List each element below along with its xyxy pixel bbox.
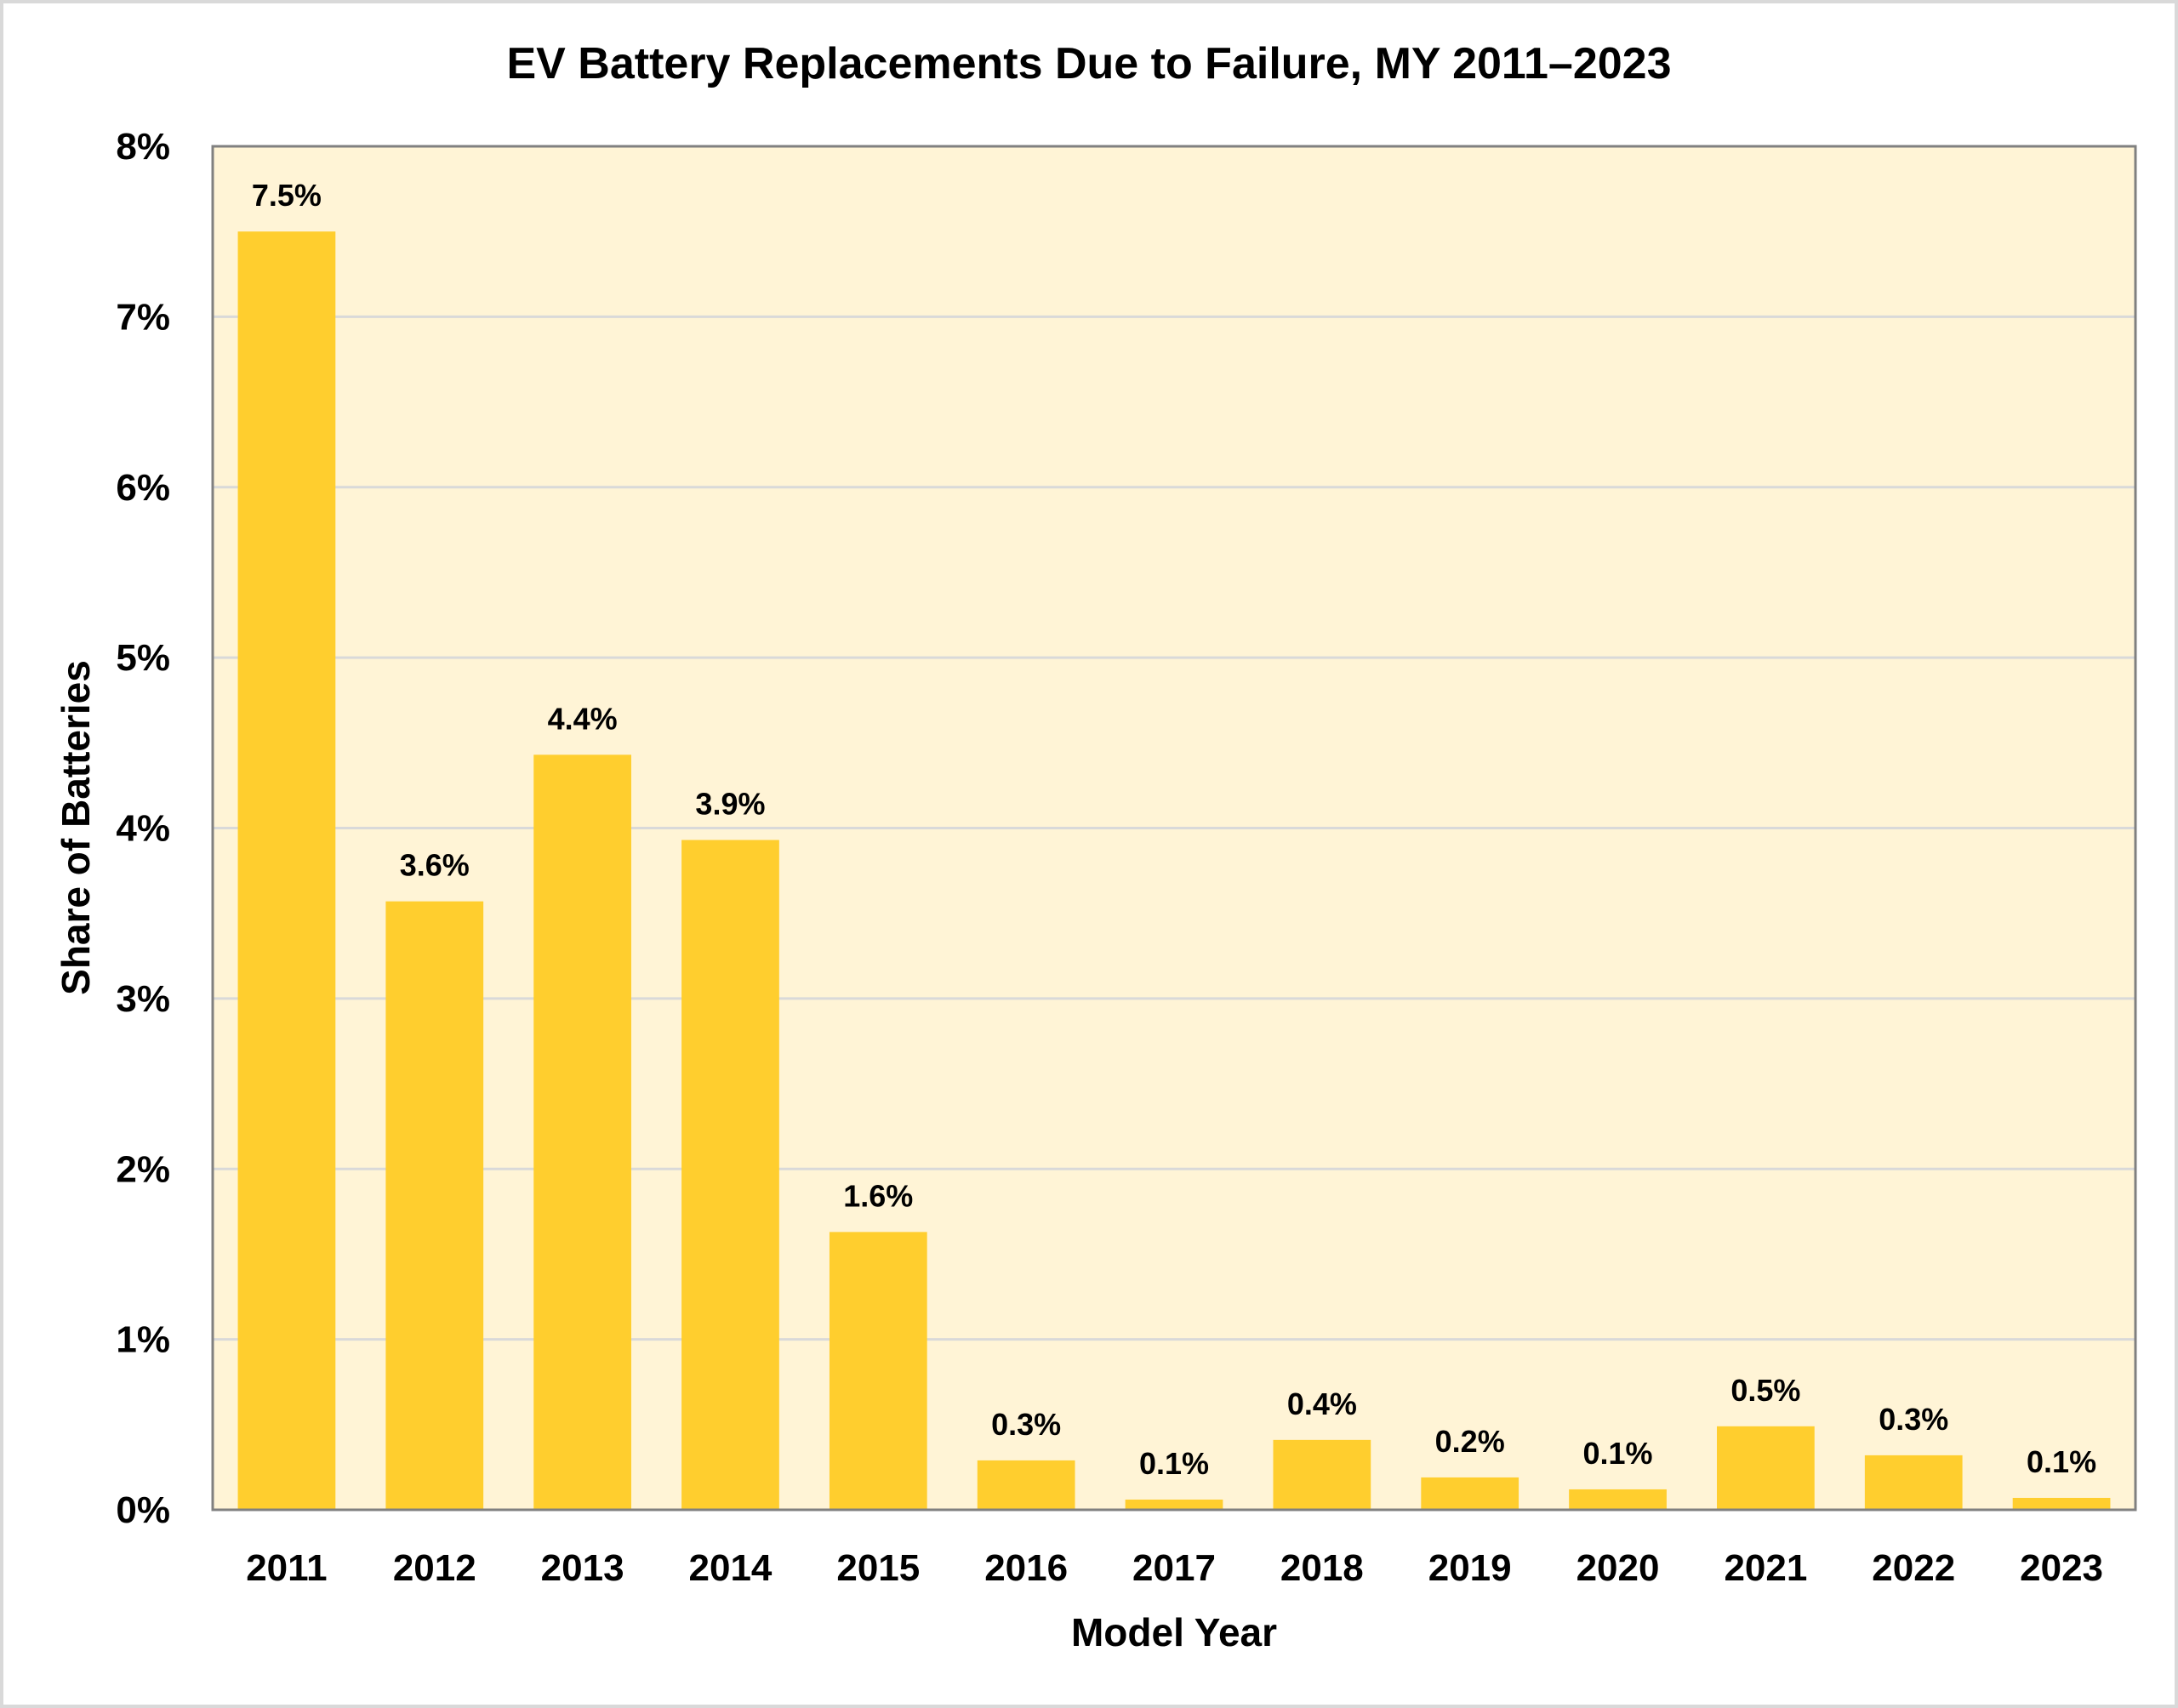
x-tick-label: 2017: [1132, 1547, 1216, 1589]
y-tick-label: 7%: [116, 296, 170, 338]
x-tick-label: 2021: [1724, 1547, 1807, 1589]
bar-2014: [681, 840, 779, 1510]
data-label: 3.9%: [695, 787, 765, 822]
bar-2012: [385, 901, 484, 1510]
y-tick-label: 3%: [116, 978, 170, 1020]
data-label: 0.4%: [1287, 1386, 1357, 1421]
bar-2015: [829, 1232, 927, 1510]
y-tick-label: 5%: [116, 637, 170, 679]
y-tick-label: 8%: [116, 126, 170, 168]
data-label: 0.5%: [1730, 1373, 1800, 1408]
y-tick-label: 1%: [116, 1319, 170, 1361]
data-label: 0.2%: [1435, 1424, 1505, 1459]
x-tick-label: 2011: [246, 1547, 327, 1589]
x-tick-label: 2020: [1576, 1547, 1660, 1589]
x-tick-label: 2019: [1428, 1547, 1512, 1589]
plot-border: [211, 145, 2137, 1512]
data-label: 0.1%: [2027, 1444, 2096, 1479]
bar-2019: [1421, 1477, 1519, 1510]
x-axis-label: Model Year: [1071, 1610, 1277, 1654]
x-tick-label: 2022: [1872, 1547, 1955, 1589]
y-tick-label: 6%: [116, 467, 170, 509]
x-tick-label: 2015: [836, 1547, 920, 1589]
bar-2013: [533, 754, 631, 1510]
y-tick-label: 0%: [116, 1489, 170, 1531]
data-label: 7.5%: [252, 178, 322, 213]
y-tick-label: 2%: [116, 1148, 170, 1190]
bar-2021: [1717, 1426, 1815, 1510]
y-axis-label: Share of Batteries: [54, 660, 98, 995]
bar-2022: [1864, 1455, 1963, 1510]
x-tick-label: 2014: [689, 1547, 773, 1589]
bar-2011: [237, 231, 336, 1510]
x-tick-label: 2016: [984, 1547, 1068, 1589]
y-tick-label: 4%: [116, 808, 170, 850]
data-label: 1.6%: [843, 1178, 913, 1213]
x-tick-label: 2023: [2020, 1547, 2103, 1589]
data-label: 0.1%: [1583, 1436, 1653, 1471]
data-label: 3.6%: [400, 848, 470, 883]
bar-2023: [2012, 1497, 2111, 1510]
chart-title: EV Battery Replacements Due to Failure, …: [506, 39, 1671, 88]
x-tick-label: 2012: [393, 1547, 476, 1589]
bar-2016: [977, 1460, 1075, 1510]
data-label: 0.1%: [1139, 1446, 1209, 1481]
data-label: 4.4%: [548, 701, 618, 736]
data-label: 0.3%: [1879, 1402, 1948, 1437]
x-tick-label: 2013: [541, 1547, 624, 1589]
bar-2018: [1273, 1439, 1371, 1510]
data-label: 0.3%: [991, 1407, 1061, 1442]
bar-2017: [1125, 1499, 1223, 1510]
bar-2020: [1569, 1489, 1667, 1510]
x-tick-label: 2018: [1280, 1547, 1364, 1589]
